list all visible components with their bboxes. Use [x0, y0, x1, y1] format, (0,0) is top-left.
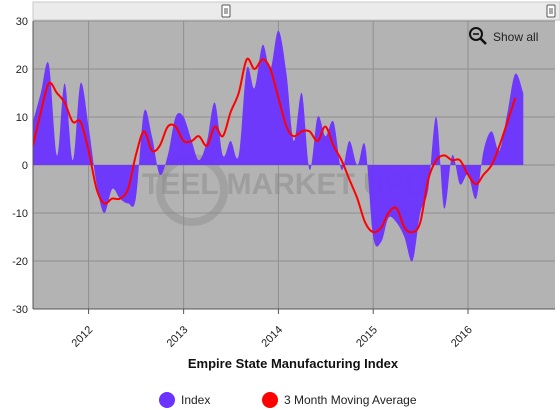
show-all-label[interactable]: Show all — [493, 30, 538, 44]
y-tick-label: 30 — [16, 16, 28, 28]
legend-marker-moving-average[interactable] — [262, 392, 278, 408]
x-axis: 2012 2013 2014 2015 2016 — [33, 308, 555, 350]
series-layer — [33, 30, 524, 262]
x-tick-label: 2014 — [259, 324, 285, 350]
y-tick-label: -10 — [12, 208, 28, 220]
series-line-moving-average[interactable] — [33, 57, 517, 234]
legend-item-index[interactable]: Index — [159, 392, 210, 408]
drag-handle-icon[interactable] — [221, 4, 231, 18]
zoom-out-icon[interactable] — [469, 27, 487, 45]
y-tick-label: -30 — [12, 304, 28, 316]
range-navigator[interactable] — [32, 1, 560, 21]
legend-label-moving-average[interactable]: 3 Month Moving Average — [284, 393, 417, 407]
x-tick-label: 2013 — [165, 324, 191, 350]
x-tick-label: 2012 — [70, 324, 96, 350]
navigator-track[interactable] — [32, 1, 560, 21]
y-axis: 30 20 10 0 -10 -20 -30 — [12, 16, 34, 316]
y-tick-label: -20 — [12, 256, 28, 268]
chart-title: Empire State Manufacturing Index — [188, 356, 399, 371]
show-all-button[interactable]: Show all — [469, 27, 538, 45]
drag-handle-icon[interactable] — [546, 4, 556, 18]
legend-label-index[interactable]: Index — [181, 393, 210, 407]
legend-marker-index[interactable] — [159, 392, 175, 408]
x-tick-label: 2016 — [449, 324, 475, 350]
y-tick-label: 20 — [16, 64, 28, 76]
legend: Index 3 Month Moving Average — [159, 392, 417, 408]
y-tick-label: 10 — [16, 112, 28, 124]
x-tick-label: 2015 — [354, 324, 380, 350]
legend-item-moving-average[interactable]: 3 Month Moving Average — [262, 392, 417, 408]
series-area-index[interactable] — [33, 30, 524, 262]
y-tick-label: 0 — [22, 160, 28, 172]
